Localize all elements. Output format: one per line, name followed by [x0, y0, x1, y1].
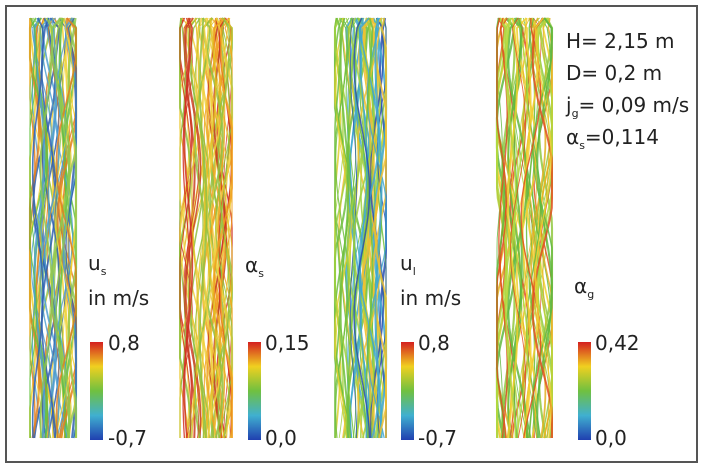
panel-unit: in m/s [88, 286, 149, 310]
colorbar-max: 0,8 [108, 331, 140, 355]
colorbar-max: 0,42 [595, 331, 640, 355]
colorbar [401, 342, 414, 440]
colorbar-min: 0,0 [595, 426, 627, 450]
colorbar-min: 0,0 [265, 426, 297, 450]
colorbar-max: 0,15 [265, 331, 310, 355]
colorbar-max: 0,8 [418, 331, 450, 355]
panel-unit: in m/s [400, 286, 461, 310]
colorbar-min: -0,7 [418, 426, 457, 450]
figure: H= 2,15 m D= 0,2 m jg= 0,09 m/s αs=0,114… [0, 0, 703, 469]
parameter: D= 0,2 m [566, 61, 662, 85]
colorbar [578, 342, 591, 440]
parameter: jg= 0,09 m/s [565, 93, 689, 120]
parameter: H= 2,15 m [566, 29, 675, 53]
colorbar [90, 342, 103, 440]
colorbar-min: -0,7 [108, 426, 147, 450]
colorbar [248, 342, 261, 440]
